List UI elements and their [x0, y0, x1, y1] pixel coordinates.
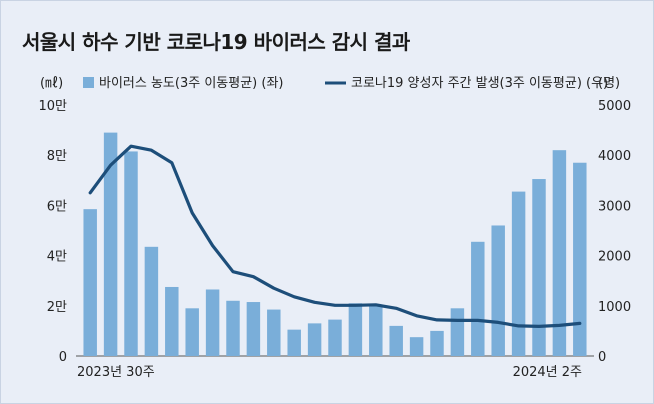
- series-line: [88, 144, 582, 328]
- bar: [348, 303, 363, 356]
- y-right-tick-label: 3000: [598, 199, 631, 214]
- y-right-tick-label: 5000: [598, 99, 631, 114]
- bar: [450, 308, 465, 356]
- bar: [205, 289, 220, 356]
- bar: [532, 179, 546, 356]
- bar: [409, 337, 424, 356]
- bar: [226, 300, 240, 356]
- bar: [573, 162, 587, 356]
- right-unit-label: (명): [598, 76, 620, 91]
- bar: [511, 191, 526, 356]
- bar: [246, 302, 261, 356]
- left-unit-label: (㎖): [40, 76, 63, 91]
- bar: [185, 308, 199, 356]
- legend-bar-swatch: [83, 77, 94, 88]
- bar: [144, 246, 159, 356]
- bar: [165, 286, 179, 356]
- bar: [430, 330, 444, 356]
- bar: [124, 151, 138, 356]
- bar: [287, 329, 301, 356]
- y-left-tick-label: 6만: [47, 199, 67, 214]
- bar: [83, 209, 97, 356]
- y-left-tick-label: 10만: [38, 99, 67, 114]
- bar: [103, 132, 118, 356]
- y-right-tick-label: 0: [598, 350, 606, 365]
- x-label-end: 2024년 2주: [513, 365, 582, 380]
- y-left-tick-label: 4만: [47, 250, 67, 265]
- bar: [471, 241, 485, 356]
- bar: [328, 319, 342, 356]
- legend-bar-label: 바이러스 농도(3주 이동평균) (좌): [99, 76, 283, 91]
- y-left-tick-label: 0: [59, 350, 67, 365]
- legend-line-label: 코로나19 양성자 주간 발생(3주 이동평균) (우): [351, 76, 608, 91]
- chart-title: 서울시 하수 기반 코로나19 바이러스 감시 결과: [22, 30, 410, 54]
- y-right-tick-label: 1000: [598, 300, 631, 315]
- y-right-tick-label: 2000: [598, 250, 631, 265]
- y-left-tick-label: 8만: [47, 149, 67, 164]
- bar: [389, 325, 403, 356]
- bar: [552, 150, 567, 356]
- y-left-tick-label: 2만: [47, 300, 67, 315]
- bar: [307, 323, 322, 356]
- bar: [267, 309, 281, 356]
- y-right-tick-label: 4000: [598, 149, 631, 164]
- bar: [491, 225, 505, 356]
- bar: [369, 305, 383, 356]
- x-label-start: 2023년 30주: [77, 365, 155, 380]
